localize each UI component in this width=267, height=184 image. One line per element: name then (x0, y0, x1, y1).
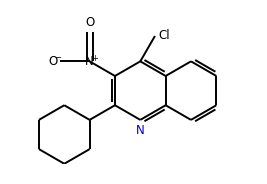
Text: N: N (136, 125, 145, 137)
Text: O: O (85, 16, 94, 29)
Text: O: O (48, 55, 57, 68)
Text: N: N (84, 55, 93, 68)
Text: −: − (54, 53, 61, 62)
Text: Cl: Cl (158, 29, 170, 42)
Text: +: + (92, 54, 99, 63)
